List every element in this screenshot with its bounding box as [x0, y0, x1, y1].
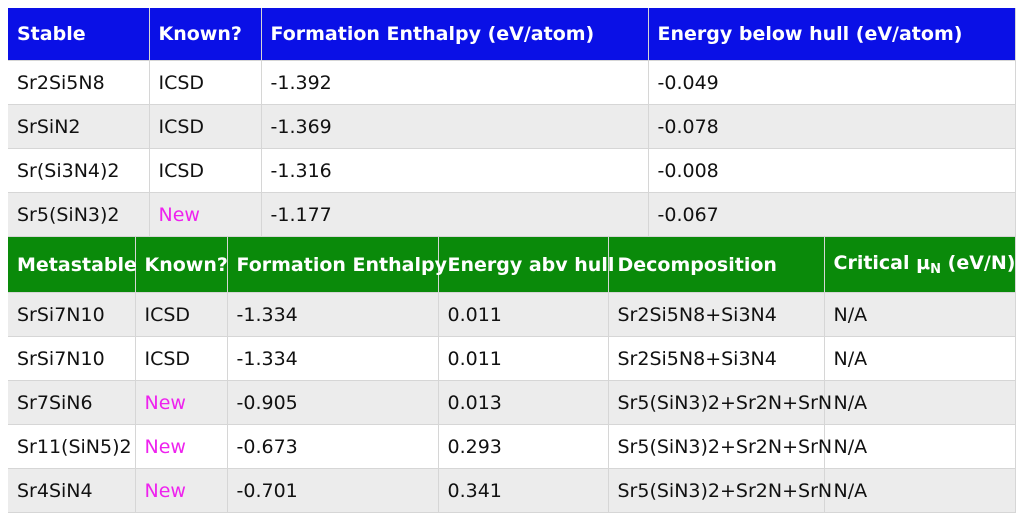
hull-cell: -0.078	[648, 104, 1016, 149]
enthalpy-cell: -0.905	[227, 380, 439, 425]
compound-cell: Sr(Si3N4)2	[8, 148, 150, 193]
known-cell-new: New	[135, 380, 228, 425]
mu-subscript: N	[930, 262, 942, 277]
compound-cell: SrSi7N10	[8, 292, 136, 337]
known-cell: ICSD	[135, 292, 228, 337]
stable-header-known: Known?	[149, 8, 262, 61]
compound-cell: Sr7SiN6	[8, 380, 136, 425]
compound-cell: Sr2Si5N8	[8, 60, 150, 105]
hull-cell: -0.008	[648, 148, 1016, 193]
hull-cell: -0.049	[648, 60, 1016, 105]
metastable-row: SrSi7N10 ICSD -1.334 0.011 Sr2Si5N8+Si3N…	[8, 292, 1016, 337]
enthalpy-cell: -1.369	[261, 104, 649, 149]
known-cell-new: New	[135, 468, 228, 513]
compound-cell: SrSi7N10	[8, 336, 136, 381]
critical-cell: N/A	[824, 292, 1016, 337]
metastable-header-decomposition: Decomposition	[608, 237, 825, 293]
compound-cell: Sr11(SiN5)2	[8, 424, 136, 469]
stable-compounds-table: Stable Known? Formation Enthalpy (eV/ato…	[8, 8, 1016, 237]
critical-prefix: Critical	[833, 252, 917, 274]
critical-units: (eV/N)	[941, 252, 1016, 274]
critical-cell: N/A	[824, 424, 1016, 469]
known-cell-new: New	[135, 424, 228, 469]
known-cell: ICSD	[135, 336, 228, 381]
decomposition-cell: Sr2Si5N8+Si3N4	[608, 336, 825, 381]
decomposition-cell: Sr5(SiN3)2+Sr2N+SrN	[608, 468, 832, 513]
compound-cell: Sr4SiN4	[8, 468, 136, 513]
compound-cell: SrSiN2	[8, 104, 150, 149]
hull-cell: 0.293	[438, 424, 609, 469]
metastable-header-enthalpy: Formation Enthalpy	[227, 237, 447, 293]
known-cell: ICSD	[149, 148, 262, 193]
enthalpy-cell: -1.316	[261, 148, 649, 193]
stable-header-compound: Stable	[8, 8, 150, 61]
enthalpy-cell: -1.334	[227, 292, 439, 337]
metastable-row: Sr11(SiN5)2 New -0.673 0.293 Sr5(SiN3)2+…	[8, 424, 1016, 469]
critical-cell: N/A	[824, 336, 1016, 381]
metastable-header-critical: Critical μN (eV/N)	[824, 237, 1016, 293]
hull-cell: 0.011	[438, 336, 609, 381]
hull-cell: 0.013	[438, 380, 609, 425]
known-cell: ICSD	[149, 60, 262, 105]
enthalpy-cell: -1.177	[261, 192, 649, 237]
metastable-compounds-table: Metastable Known? Formation Enthalpy Ene…	[8, 237, 1016, 513]
stable-row: Sr2Si5N8 ICSD -1.392 -0.049	[8, 60, 1016, 105]
known-cell-new: New	[149, 192, 262, 237]
stable-row: SrSiN2 ICSD -1.369 -0.078	[8, 104, 1016, 149]
metastable-row: Sr7SiN6 New -0.905 0.013 Sr5(SiN3)2+Sr2N…	[8, 380, 1016, 425]
enthalpy-cell: -0.701	[227, 468, 439, 513]
metastable-row: Sr4SiN4 New -0.701 0.341 Sr5(SiN3)2+Sr2N…	[8, 468, 1016, 513]
hull-cell: 0.341	[438, 468, 609, 513]
hull-cell: 0.011	[438, 292, 609, 337]
decomposition-cell: Sr5(SiN3)2+Sr2N+SrN	[608, 380, 832, 425]
metastable-header-compound: Metastable	[8, 237, 137, 293]
stable-header-hull: Energy below hull (eV/atom)	[648, 8, 1016, 61]
metastable-row: SrSi7N10 ICSD -1.334 0.011 Sr2Si5N8+Si3N…	[8, 336, 1016, 381]
decomposition-cell: Sr2Si5N8+Si3N4	[608, 292, 825, 337]
decomposition-cell: Sr5(SiN3)2+Sr2N+SrN	[608, 424, 832, 469]
compound-cell: Sr5(SiN3)2	[8, 192, 150, 237]
stable-row: Sr(Si3N4)2 ICSD -1.316 -0.008	[8, 148, 1016, 193]
stable-header-enthalpy: Formation Enthalpy (eV/atom)	[261, 8, 649, 61]
known-cell: ICSD	[149, 104, 262, 149]
metastable-header-row: Metastable Known? Formation Enthalpy Ene…	[8, 237, 1016, 293]
enthalpy-cell: -1.334	[227, 336, 439, 381]
mu-symbol: μ	[916, 252, 931, 274]
metastable-header-hull: Energy abv hull	[438, 237, 614, 293]
hull-cell: -0.067	[648, 192, 1016, 237]
critical-cell: N/A	[824, 380, 1016, 425]
stable-header-row: Stable Known? Formation Enthalpy (eV/ato…	[8, 8, 1016, 61]
metastable-header-known: Known?	[135, 237, 228, 293]
enthalpy-cell: -1.392	[261, 60, 649, 105]
enthalpy-cell: -0.673	[227, 424, 439, 469]
stable-row: Sr5(SiN3)2 New -1.177 -0.067	[8, 192, 1016, 237]
critical-cell: N/A	[824, 468, 1016, 513]
